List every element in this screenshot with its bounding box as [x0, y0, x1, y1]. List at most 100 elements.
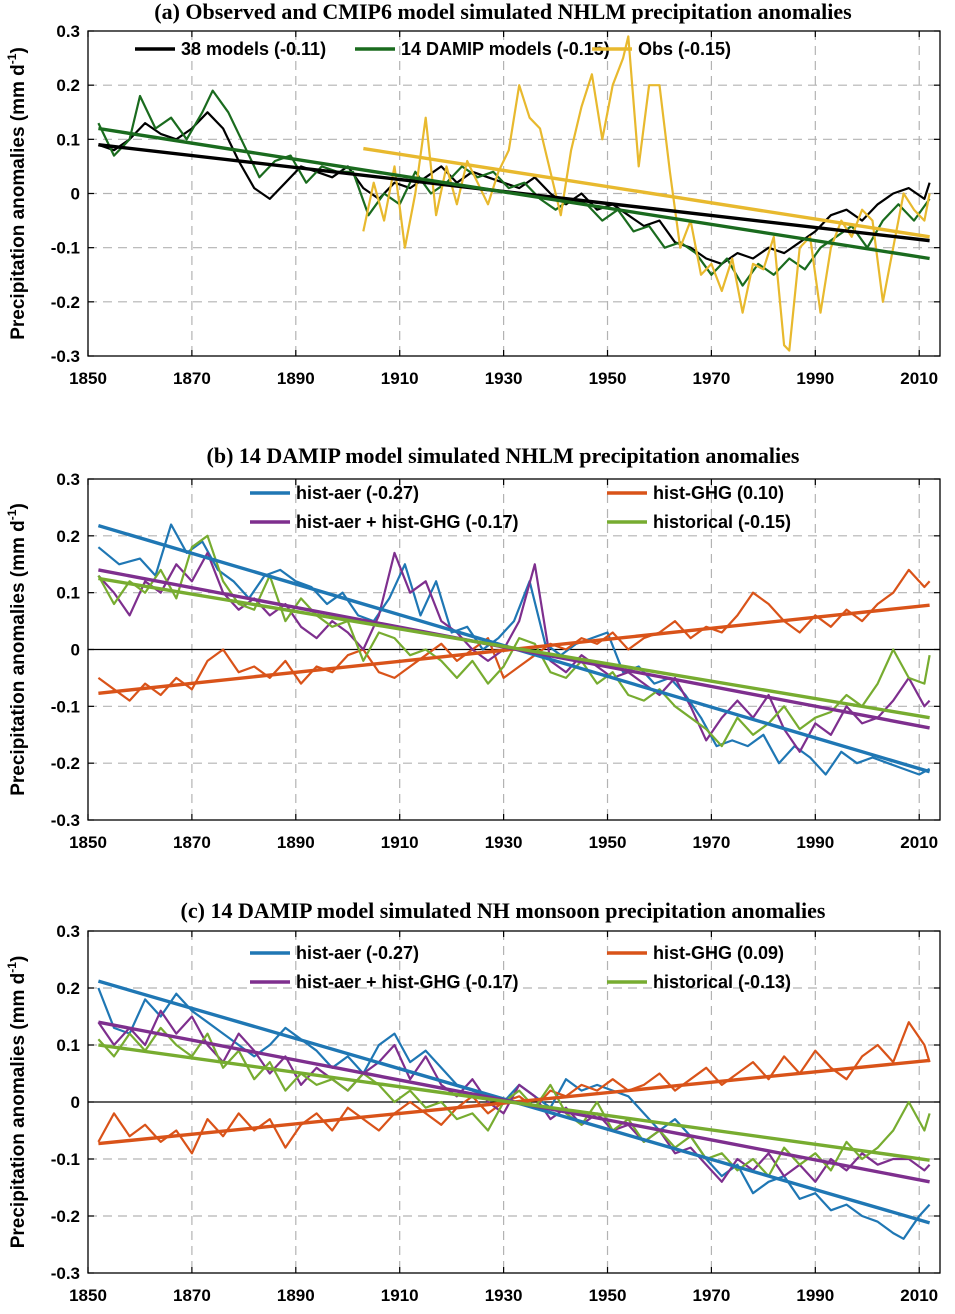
y-tick-label: -0.2	[51, 1207, 80, 1226]
y-tick-label: 0.3	[56, 22, 80, 41]
x-tick-label: 1930	[485, 1286, 523, 1305]
y-axis-label-superscript: -1	[5, 509, 19, 520]
y-tick-label: -0.1	[51, 1150, 80, 1169]
x-tick-label: 1950	[589, 1286, 627, 1305]
y-tick-label: 0	[71, 185, 80, 204]
legend: hist-aer (-0.27) hist-GHG (0.09) hist-aer …	[250, 943, 791, 992]
y-axis-label: Precipitation anomalies (mm d-1)	[5, 503, 29, 796]
legend-label: hist-GHG (0.10)	[653, 483, 784, 503]
y-tick-label: -0.1	[51, 697, 80, 716]
legend-item: 38 models (-0.11)	[135, 39, 326, 59]
x-tick-label: 1910	[381, 1286, 419, 1305]
series-line	[97, 568, 931, 702]
trend-line	[363, 146, 930, 239]
x-tick-label: 1890	[277, 833, 315, 852]
legend-item: historical (-0.13)	[607, 972, 791, 992]
x-tick-label: 1850	[69, 1286, 107, 1305]
series-line	[97, 987, 931, 1240]
y-tick-label: 0	[71, 641, 80, 660]
legend-label: 14 DAMIP models (-0.15)	[401, 39, 610, 59]
x-tick-label: 1850	[69, 369, 107, 388]
y-tick-label: 0.3	[56, 922, 80, 941]
panel-c: (c) 14 DAMIP model simulated NH monsoon …	[5, 898, 941, 1305]
y-axis-label-close: )	[8, 956, 29, 962]
x-tick-label: 1870	[173, 833, 211, 852]
legend-item: 14 DAMIP models (-0.15)	[355, 39, 610, 59]
x-tick-label: 2010	[900, 1286, 938, 1305]
panel-title: (c) 14 DAMIP model simulated NH monsoon …	[181, 898, 826, 923]
y-axis-label-main: Precipitation anomalies (mm d	[8, 64, 29, 340]
y-tick-label: 0	[71, 1093, 80, 1112]
y-tick-label: 0.1	[56, 584, 80, 603]
legend-label: hist-aer + hist-GHG (-0.17)	[296, 512, 519, 532]
legend-label: hist-aer (-0.27)	[296, 483, 419, 503]
x-tick-label: 2010	[900, 833, 938, 852]
legend-item: hist-aer + hist-GHG (-0.17)	[250, 512, 519, 532]
x-tick-label: 1930	[485, 833, 523, 852]
y-tick-label: -0.2	[51, 754, 80, 773]
x-tick-label: 1870	[173, 1286, 211, 1305]
y-axis-label: Precipitation anomalies (mm d-1)	[5, 956, 29, 1249]
legend-label: hist-aer + hist-GHG (-0.17)	[296, 972, 519, 992]
x-tick-label: 1850	[69, 833, 107, 852]
y-tick-label: 0.2	[56, 979, 80, 998]
x-tick-label: 1950	[589, 833, 627, 852]
legend-item: hist-GHG (0.09)	[607, 943, 784, 963]
y-axis-label-main: Precipitation anomalies (mm d	[8, 973, 29, 1249]
x-tick-label: 1990	[796, 1286, 834, 1305]
legend-label: historical (-0.15)	[653, 512, 791, 532]
legend-label: historical (-0.13)	[653, 972, 791, 992]
legend-item: historical (-0.15)	[607, 512, 791, 532]
y-tick-label: -0.1	[51, 239, 80, 258]
y-tick-label: -0.3	[51, 811, 80, 830]
x-tick-label: 1970	[693, 1286, 731, 1305]
legend-item: hist-GHG (0.10)	[607, 483, 784, 503]
x-tick-label: 1990	[796, 833, 834, 852]
y-axis-label-superscript: -1	[5, 962, 19, 973]
x-tick-label: 1990	[796, 369, 834, 388]
y-tick-label: 0.1	[56, 1036, 80, 1055]
y-axis-label: Precipitation anomalies (mm d-1)	[5, 47, 29, 340]
plot-area	[97, 35, 931, 352]
y-axis-label-main: Precipitation anomalies (mm d	[8, 520, 29, 796]
y-tick-label: -0.3	[51, 1264, 80, 1283]
series-line	[97, 551, 931, 753]
x-tick-label: 1910	[381, 369, 419, 388]
legend-item: hist-aer (-0.27)	[250, 483, 419, 503]
panel-title: (b) 14 DAMIP model simulated NHLM precip…	[207, 443, 800, 468]
panel-title: (a) Observed and CMIP6 model simulated N…	[154, 0, 852, 24]
x-tick-label: 1970	[693, 833, 731, 852]
x-tick-label: 1970	[693, 369, 731, 388]
x-tick-label: 1930	[485, 369, 523, 388]
legend-item: hist-aer + hist-GHG (-0.17)	[250, 972, 519, 992]
y-tick-label: -0.2	[51, 293, 80, 312]
legend-item: Obs (-0.15)	[592, 39, 731, 59]
plot-area	[97, 523, 931, 776]
legend-label: hist-aer (-0.27)	[296, 943, 419, 963]
legend-label: hist-GHG (0.09)	[653, 943, 784, 963]
y-tick-label: 0.2	[56, 527, 80, 546]
y-axis-label-superscript: -1	[5, 53, 19, 64]
trend-line	[98, 126, 930, 261]
legend: hist-aer (-0.27) hist-GHG (0.10) hist-aer …	[250, 483, 791, 532]
y-tick-label: 0.2	[56, 76, 80, 95]
trend-line	[98, 576, 930, 720]
y-tick-label: 0.1	[56, 130, 80, 149]
plot-area	[97, 979, 931, 1240]
panel-b: (b) 14 DAMIP model simulated NHLM precip…	[5, 443, 941, 852]
x-tick-label: 2010	[900, 369, 938, 388]
x-tick-label: 1910	[381, 833, 419, 852]
legend-label: Obs (-0.15)	[638, 39, 731, 59]
y-tick-label: 0.3	[56, 470, 80, 489]
legend-item: hist-aer (-0.27)	[250, 943, 419, 963]
x-tick-label: 1870	[173, 369, 211, 388]
panel-a: (a) Observed and CMIP6 model simulated N…	[5, 0, 941, 388]
series-line	[97, 89, 931, 287]
y-axis-label-close: )	[8, 503, 29, 509]
series-line	[97, 534, 931, 748]
series-line	[97, 1021, 931, 1155]
legend-label: 38 models (-0.11)	[181, 39, 326, 59]
x-tick-label: 1890	[277, 1286, 315, 1305]
x-tick-label: 1950	[589, 369, 627, 388]
